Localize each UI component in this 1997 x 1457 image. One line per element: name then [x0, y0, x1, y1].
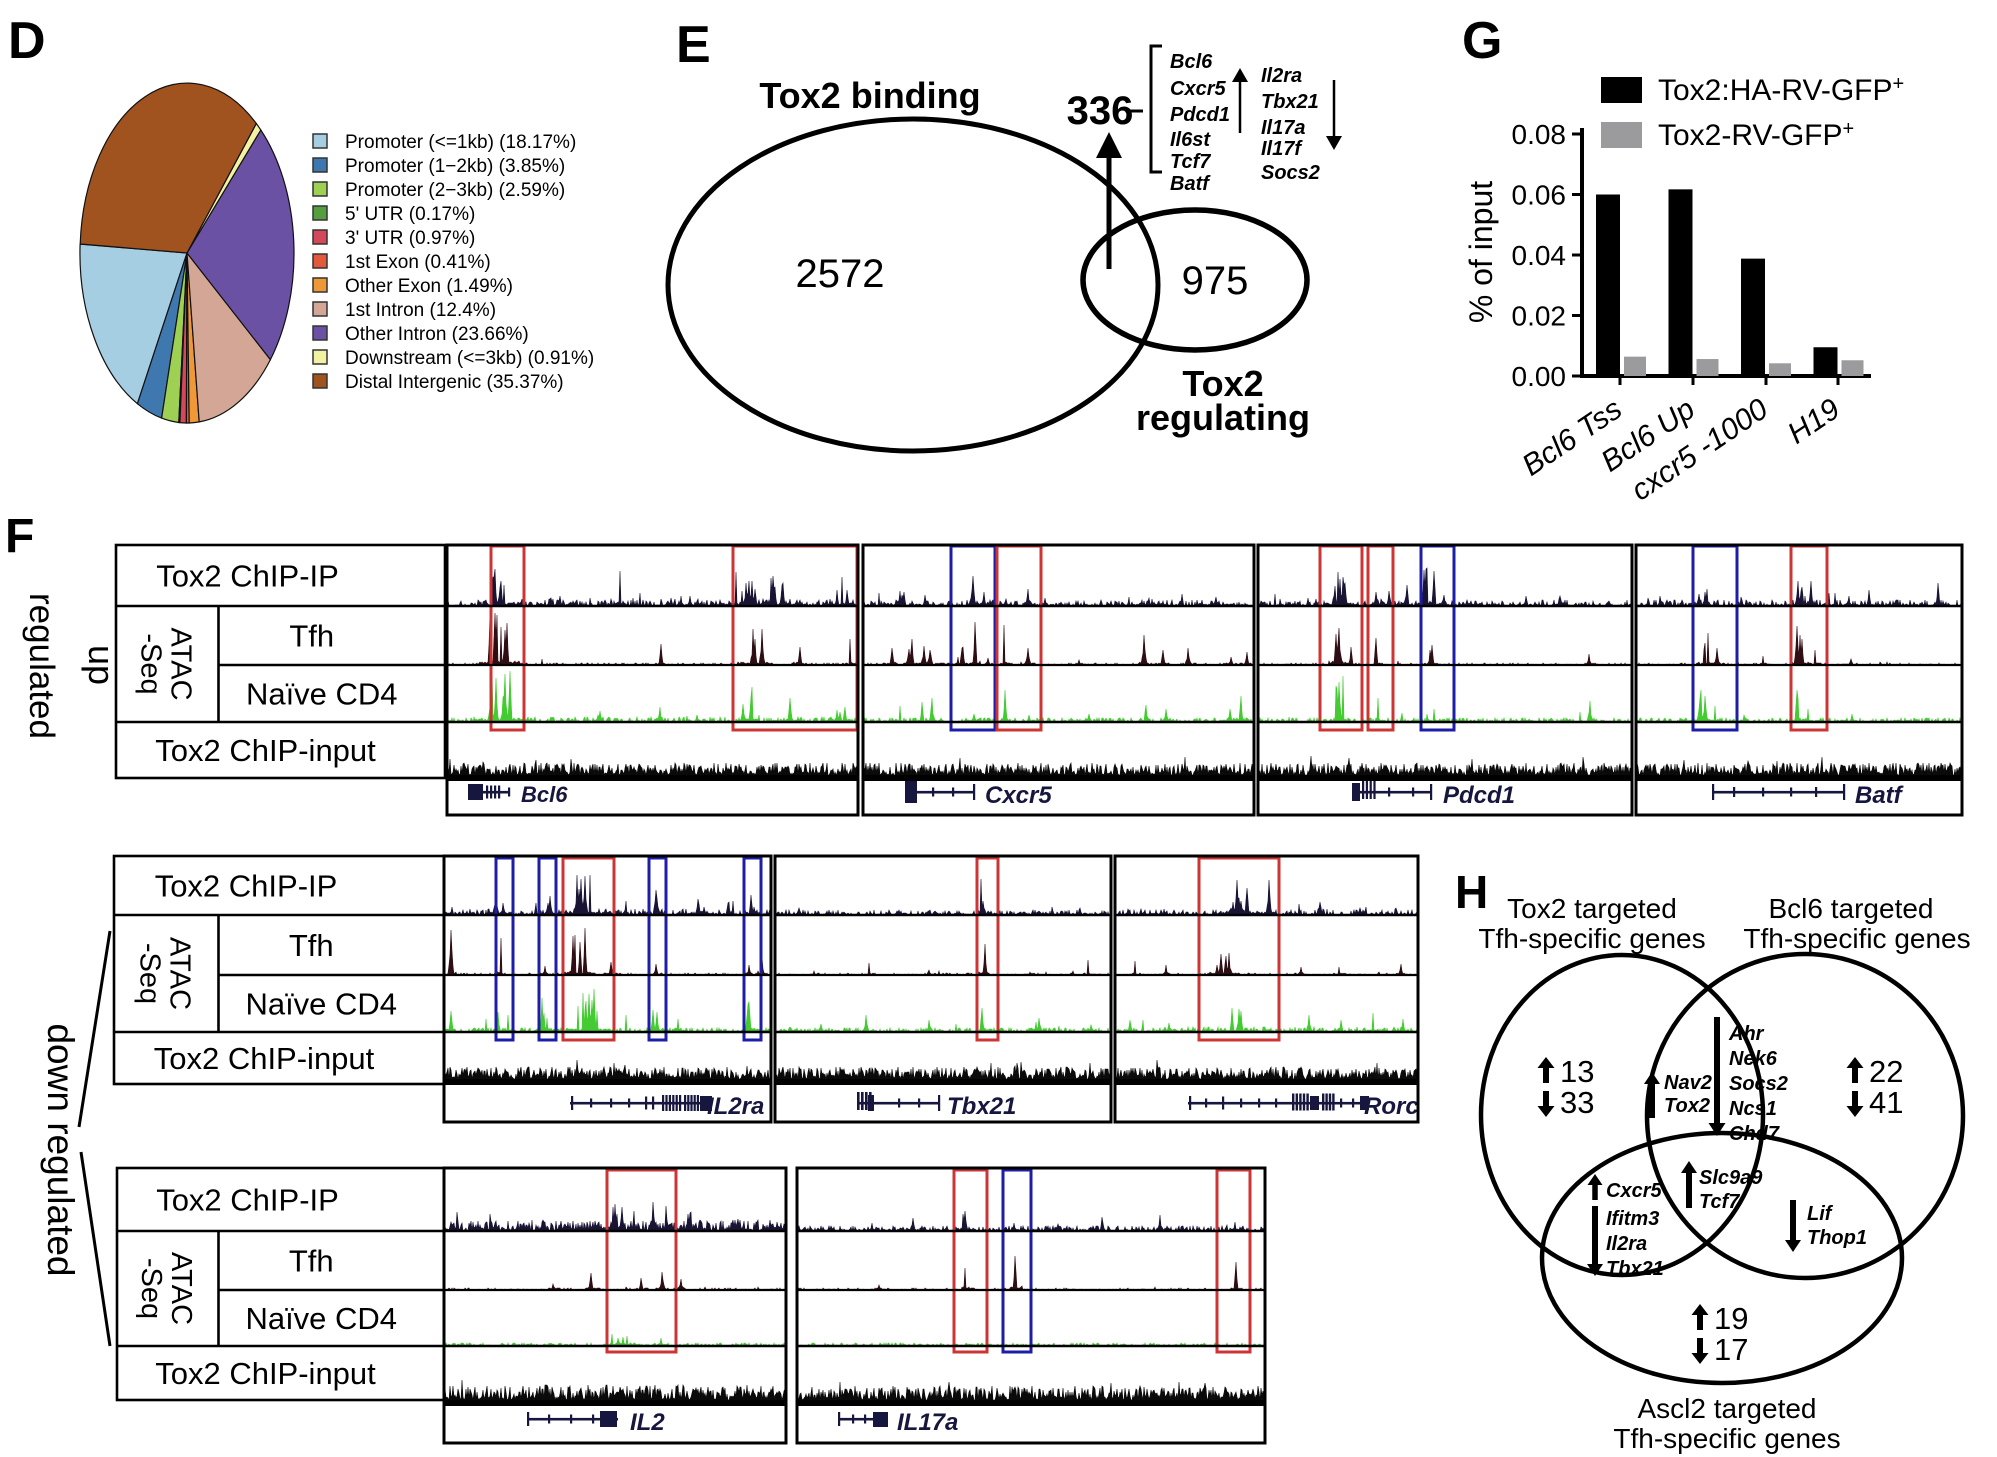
svg-text:% of input: % of input — [1463, 181, 1499, 323]
svg-text:Tcf7: Tcf7 — [1170, 151, 1211, 173]
svg-text:regulating: regulating — [1136, 397, 1310, 438]
svg-text:ATAC-Seq: ATAC-Seq — [134, 627, 196, 700]
svg-text:IL2ra: IL2ra — [707, 1093, 764, 1120]
svg-text:13: 13 — [1560, 1054, 1594, 1089]
svg-text:Tox2 binding: Tox2 binding — [759, 75, 980, 116]
svg-text:Socs2: Socs2 — [1729, 1073, 1788, 1095]
svg-text:Pdcd1: Pdcd1 — [1170, 104, 1230, 126]
svg-text:975: 975 — [1182, 259, 1249, 303]
svg-text:Pdcd1: Pdcd1 — [1443, 782, 1515, 809]
svg-text:1st Intron (12.4%): 1st Intron (12.4%) — [345, 300, 496, 321]
svg-text:2572: 2572 — [796, 252, 885, 296]
svg-text:Bcl6: Bcl6 — [1170, 51, 1213, 73]
svg-text:Tbx21: Tbx21 — [947, 1093, 1016, 1120]
svg-text:Lif: Lif — [1807, 1203, 1834, 1225]
svg-text:0.00: 0.00 — [1512, 361, 1567, 392]
svg-text:Tfh: Tfh — [289, 1244, 334, 1279]
svg-text:33: 33 — [1560, 1085, 1594, 1120]
svg-text:Batf: Batf — [1170, 173, 1211, 195]
svg-text:19: 19 — [1714, 1301, 1748, 1336]
svg-text:Rorc: Rorc — [1364, 1093, 1419, 1120]
svg-text:Cxcr5: Cxcr5 — [1606, 1180, 1662, 1202]
svg-text:Nav2: Nav2 — [1664, 1072, 1712, 1094]
svg-text:Tox2 ChIP-input: Tox2 ChIP-input — [155, 733, 376, 768]
svg-text:Downstream (<=3kb) (0.91%): Downstream (<=3kb) (0.91%) — [345, 348, 594, 369]
svg-text:down regulated: down regulated — [40, 1023, 81, 1276]
svg-text:Tox2-RV-GFP+: Tox2-RV-GFP+ — [1658, 118, 1854, 152]
svg-text:Tfh-specific genes: Tfh-specific genes — [1613, 1423, 1840, 1454]
svg-text:Naïve CD4: Naïve CD4 — [245, 987, 397, 1022]
svg-text:0.08: 0.08 — [1512, 119, 1567, 150]
svg-text:Chd7: Chd7 — [1729, 1123, 1780, 1145]
svg-text:Tox2 ChIP-IP: Tox2 ChIP-IP — [155, 869, 338, 904]
svg-text:Cxcr5: Cxcr5 — [1170, 78, 1226, 100]
svg-text:5' UTR (0.17%): 5' UTR (0.17%) — [345, 204, 475, 225]
svg-text:Nek6: Nek6 — [1729, 1048, 1778, 1070]
svg-text:Tox2 ChIP-IP: Tox2 ChIP-IP — [156, 1183, 339, 1218]
svg-text:Tfh: Tfh — [289, 928, 334, 963]
svg-text:Naïve CD4: Naïve CD4 — [245, 1301, 397, 1336]
svg-text:IL2: IL2 — [630, 1409, 665, 1436]
svg-text:22: 22 — [1869, 1054, 1903, 1089]
svg-text:Ncs1: Ncs1 — [1729, 1098, 1777, 1120]
svg-text:Promoter (2−3kb) (2.59%): Promoter (2−3kb) (2.59%) — [345, 180, 565, 201]
svg-text:Bcl6 targeted: Bcl6 targeted — [1769, 893, 1934, 924]
svg-text:Tfh-specific genes: Tfh-specific genes — [1743, 923, 1970, 954]
svg-text:ATAC-Seq: ATAC-Seq — [135, 1252, 197, 1325]
svg-text:Batf: Batf — [1855, 782, 1904, 809]
svg-text:F: F — [5, 510, 34, 563]
svg-text:Naïve CD4: Naïve CD4 — [246, 677, 398, 712]
svg-text:Slc9a9: Slc9a9 — [1699, 1167, 1763, 1189]
svg-text:Distal Intergenic (35.37%): Distal Intergenic (35.37%) — [345, 372, 564, 393]
svg-text:Il17f: Il17f — [1261, 138, 1303, 160]
svg-text:Tfh: Tfh — [289, 619, 334, 654]
svg-text:Thop1: Thop1 — [1807, 1227, 1867, 1249]
svg-text:Tox2: Tox2 — [1182, 363, 1263, 404]
svg-text:Other Exon (1.49%): Other Exon (1.49%) — [345, 276, 513, 297]
svg-text:Tox2 targeted: Tox2 targeted — [1507, 893, 1677, 924]
svg-text:Tbx21: Tbx21 — [1606, 1258, 1664, 1280]
svg-text:Il17a: Il17a — [1261, 117, 1305, 139]
svg-text:IL17a: IL17a — [897, 1409, 958, 1436]
svg-text:Tbx21: Tbx21 — [1261, 91, 1319, 113]
svg-text:0.04: 0.04 — [1512, 240, 1567, 271]
svg-text:0.02: 0.02 — [1512, 301, 1567, 332]
svg-text:Tox2 ChIP-input: Tox2 ChIP-input — [155, 1356, 376, 1391]
svg-text:Promoter (<=1kb) (18.17%): Promoter (<=1kb) (18.17%) — [345, 132, 576, 153]
svg-text:Ifitm3: Ifitm3 — [1606, 1208, 1659, 1230]
svg-text:Tox2:HA-RV-GFP+: Tox2:HA-RV-GFP+ — [1658, 73, 1904, 107]
svg-text:Ahr: Ahr — [1728, 1023, 1765, 1045]
svg-text:Il2ra: Il2ra — [1606, 1233, 1647, 1255]
svg-text:G: G — [1462, 12, 1502, 70]
svg-text:E: E — [676, 16, 711, 74]
svg-text:Ascl2 targeted: Ascl2 targeted — [1638, 1393, 1817, 1424]
svg-text:0.06: 0.06 — [1512, 180, 1567, 211]
svg-text:Bcl6: Bcl6 — [521, 782, 568, 807]
svg-text:ATAC-Seq: ATAC-Seq — [133, 937, 195, 1010]
svg-text:Tfh-specific genes: Tfh-specific genes — [1478, 923, 1705, 954]
svg-text:Tcf7: Tcf7 — [1699, 1191, 1740, 1213]
svg-text:Socs2: Socs2 — [1261, 162, 1320, 184]
svg-text:336: 336 — [1067, 89, 1134, 133]
svg-text:Other Intron (23.66%): Other Intron (23.66%) — [345, 324, 529, 345]
svg-text:Cxcr5: Cxcr5 — [985, 782, 1052, 809]
svg-text:Promoter (1−2kb) (3.85%): Promoter (1−2kb) (3.85%) — [345, 156, 565, 177]
svg-text:Tox2: Tox2 — [1664, 1095, 1710, 1117]
svg-text:H: H — [1455, 866, 1488, 918]
svg-text:1st Exon (0.41%): 1st Exon (0.41%) — [345, 252, 491, 273]
svg-text:Tox2 ChIP-input: Tox2 ChIP-input — [154, 1041, 375, 1076]
svg-text:D: D — [8, 12, 46, 70]
svg-text:Il2ra: Il2ra — [1261, 65, 1302, 87]
svg-text:17: 17 — [1714, 1332, 1748, 1367]
svg-text:3' UTR (0.97%): 3' UTR (0.97%) — [345, 228, 475, 249]
svg-text:Tox2 ChIP-IP: Tox2 ChIP-IP — [156, 559, 339, 594]
svg-text:Il6st: Il6st — [1170, 129, 1211, 151]
svg-text:regulated: regulated — [22, 593, 61, 739]
svg-text:41: 41 — [1869, 1085, 1903, 1120]
